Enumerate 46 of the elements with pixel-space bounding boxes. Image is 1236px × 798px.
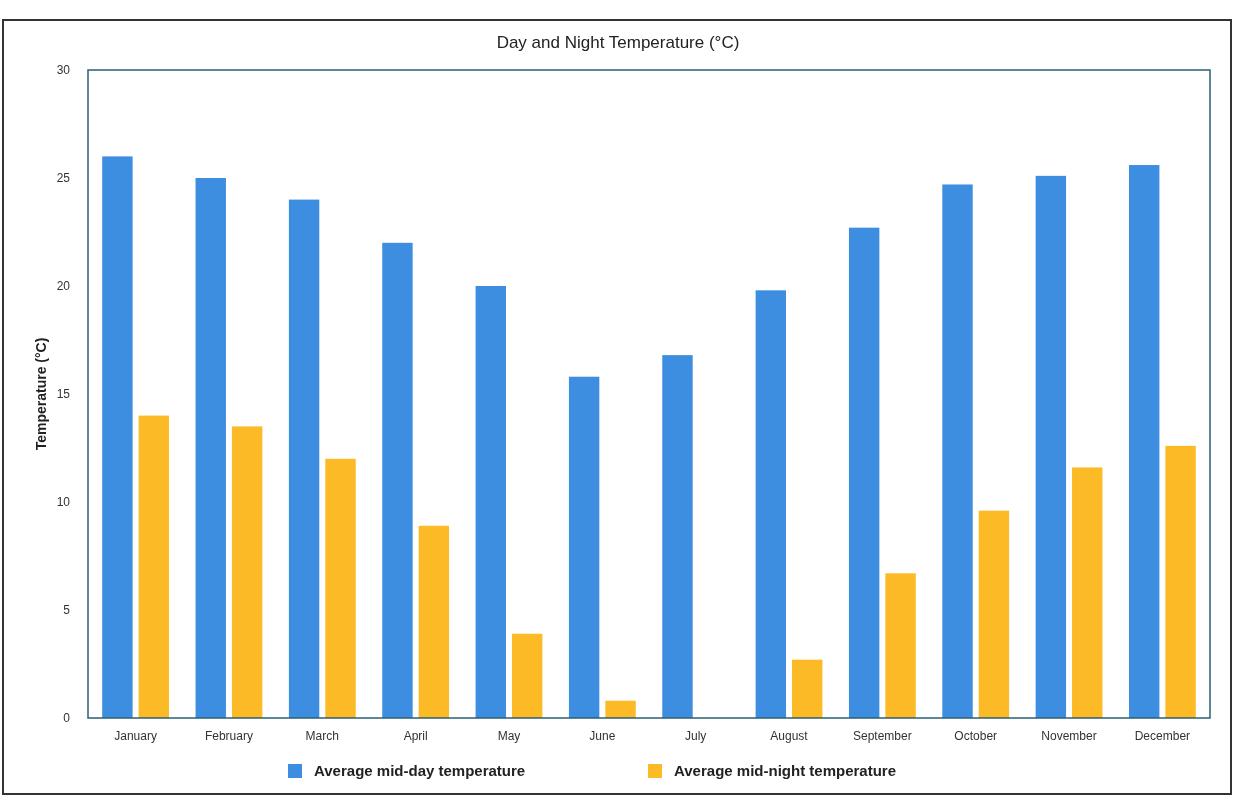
bar xyxy=(511,633,543,718)
bar xyxy=(195,178,226,718)
bar xyxy=(662,355,693,718)
legend-label: Average mid-night temperature xyxy=(674,762,896,779)
x-tick-label: March xyxy=(305,729,339,743)
bar xyxy=(755,290,787,718)
bar xyxy=(978,510,1010,718)
x-tick-label: November xyxy=(1041,729,1097,743)
bar xyxy=(885,573,916,718)
y-tick-label: 25 xyxy=(56,171,71,186)
bar xyxy=(792,659,823,718)
x-tick-label: February xyxy=(204,729,253,743)
x-tick-label: January xyxy=(114,729,157,743)
x-tick-label: April xyxy=(403,729,428,743)
bar xyxy=(231,426,263,718)
bar xyxy=(568,376,600,718)
x-tick-label: September xyxy=(853,729,912,743)
x-tick-label: August xyxy=(770,729,809,743)
bar xyxy=(605,700,636,718)
bar xyxy=(102,156,133,718)
y-tick-label: 30 xyxy=(56,63,71,78)
bar xyxy=(382,242,413,718)
bar xyxy=(288,199,320,718)
bar xyxy=(475,286,506,718)
x-tick-label: June xyxy=(589,729,616,743)
bar xyxy=(138,415,170,718)
legend-label: Average mid-day temperature xyxy=(314,762,526,779)
y-tick-label: 15 xyxy=(56,387,71,402)
x-tick-label: May xyxy=(497,729,521,743)
bar xyxy=(848,227,880,718)
bar xyxy=(1035,175,1067,718)
bar xyxy=(1072,467,1103,718)
y-axis-title: Temperature (°C) xyxy=(33,337,49,451)
x-tick-label: October xyxy=(954,729,998,743)
bar xyxy=(325,458,356,718)
chart-title: Day and Night Temperature (°C) xyxy=(496,33,740,52)
bar xyxy=(418,525,450,718)
x-tick-label: July xyxy=(685,729,707,743)
y-tick-label: 20 xyxy=(56,279,71,294)
y-tick-label: 0 xyxy=(63,711,71,726)
bar xyxy=(1128,165,1160,718)
bar xyxy=(1165,445,1196,718)
y-tick-label: 5 xyxy=(63,603,71,618)
bar xyxy=(942,184,973,718)
y-tick-label: 10 xyxy=(56,495,71,510)
x-tick-label: December xyxy=(1134,729,1191,743)
